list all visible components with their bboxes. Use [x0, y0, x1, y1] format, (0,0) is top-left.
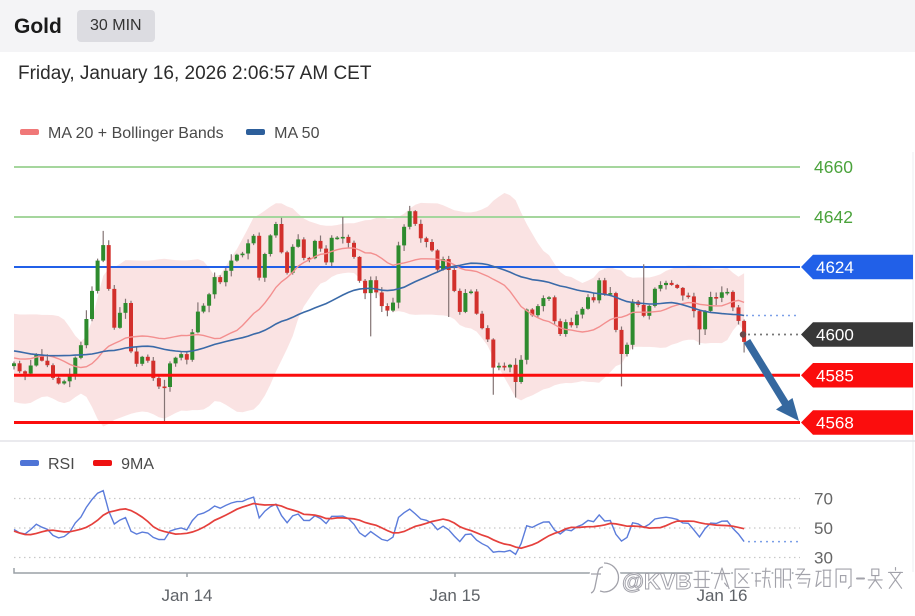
svg-text:@KVB: @KVB — [622, 569, 691, 594]
svg-text:4600: 4600 — [816, 326, 854, 345]
svg-text:4660: 4660 — [814, 157, 853, 177]
svg-text:70: 70 — [814, 490, 833, 509]
svg-text:Jan 16: Jan 16 — [696, 586, 747, 605]
svg-text:30: 30 — [814, 549, 833, 568]
svg-text:Jan 14: Jan 14 — [161, 586, 212, 605]
svg-text:50: 50 — [814, 519, 833, 538]
svg-text:4624: 4624 — [816, 258, 854, 277]
svg-text:Jan 15: Jan 15 — [429, 586, 480, 605]
svg-text:4568: 4568 — [816, 414, 854, 433]
svg-text:4585: 4585 — [816, 366, 854, 385]
svg-text:4642: 4642 — [814, 207, 853, 227]
